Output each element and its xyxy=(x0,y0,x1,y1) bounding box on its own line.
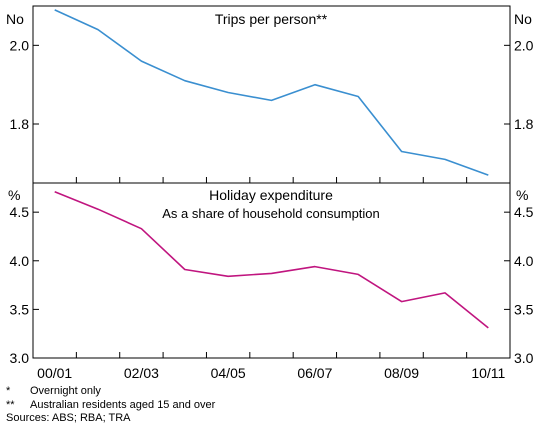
bottom-ytick-label-left: 3.5 xyxy=(10,301,30,317)
top-panel-frame xyxy=(33,6,510,183)
chart: Trips per person** No No Holiday expendi… xyxy=(0,0,541,385)
x-tick-label: 00/01 xyxy=(37,365,72,381)
top-ytick-label-right: 1.8 xyxy=(514,116,534,132)
x-tick-label: 06/07 xyxy=(297,365,332,381)
top-ytick-label-left: 2.0 xyxy=(10,37,30,53)
top-panel-title: Trips per person** xyxy=(215,11,328,27)
top-series-line xyxy=(55,10,489,175)
bottom-unit-left: % xyxy=(8,187,20,203)
bottom-panel-title: Holiday expenditure xyxy=(209,187,333,203)
bottom-ytick-label-right: 3.0 xyxy=(514,350,534,366)
bottom-unit-right: % xyxy=(516,187,528,203)
footnote-2-text: Australian residents aged 15 and over xyxy=(30,399,215,411)
bottom-ytick-label-right: 3.5 xyxy=(514,301,534,317)
bottom-ytick-label-right: 4.5 xyxy=(514,204,534,220)
sources: Sources: ABS; RBA; TRA xyxy=(6,412,215,426)
x-tick-label: 08/09 xyxy=(384,365,419,381)
top-ytick-label-left: 1.8 xyxy=(10,116,30,132)
x-tick-label: 04/05 xyxy=(211,365,246,381)
footnote-1-mark: * xyxy=(6,385,30,399)
top-unit-left: No xyxy=(6,11,24,27)
footnote-1-text: Overnight only xyxy=(30,385,101,397)
footnote-1: * Overnight only xyxy=(6,385,215,399)
top-unit-right: No xyxy=(514,11,532,27)
x-tick-label: 02/03 xyxy=(124,365,159,381)
footnotes: * Overnight only ** Australian residents a… xyxy=(6,385,215,426)
footnote-2: ** Australian residents aged 15 and over xyxy=(6,399,215,413)
bottom-ytick-label-right: 4.0 xyxy=(514,253,534,269)
footnote-2-mark: ** xyxy=(6,399,30,413)
x-tick-label: 10/11 xyxy=(471,365,505,381)
bottom-ytick-label-left: 4.5 xyxy=(10,204,30,220)
bottom-ytick-label-left: 3.0 xyxy=(10,350,30,366)
bottom-ytick-label-left: 4.0 xyxy=(10,253,30,269)
top-ytick-label-right: 2.0 xyxy=(514,37,534,53)
bottom-panel-subtitle: As a share of household consumption xyxy=(162,206,380,221)
